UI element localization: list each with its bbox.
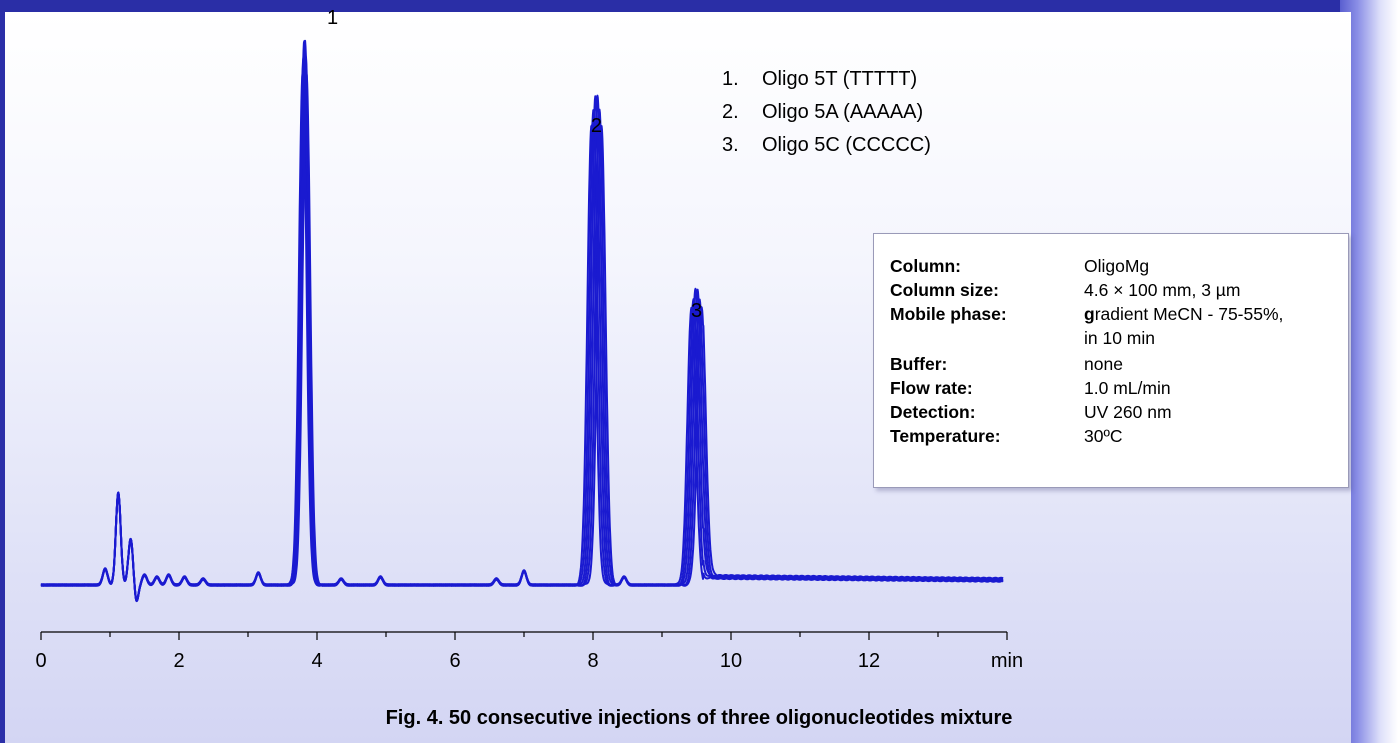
x-tick-label: 10 [720,650,742,672]
x-axis-label: min [991,650,1023,672]
condition-value: OligoMg [1084,256,1150,276]
condition-value: 1.0 mL/min [1084,378,1171,398]
condition-key: Flow rate: [890,378,973,398]
peak-label: 3 [691,300,702,322]
x-tick-label: 2 [173,650,184,672]
x-tick-label: 8 [587,650,598,672]
chromatogram-traces [40,39,1004,603]
x-tick-label: 4 [311,650,322,672]
legend-item-2: 2. Oligo 5A (AAAAA) [722,101,923,124]
figure-caption: Fig. 4. 50 consecutive injections of thr… [385,707,1013,729]
condition-value: 4.6 × 100 mm, 3 µm [1084,280,1241,300]
condition-key: Mobile phase: [890,304,1007,324]
condition-value: in 10 min [1084,328,1156,348]
peak-label: 1 [327,7,338,29]
x-tick-label: 6 [449,650,460,672]
condition-value-bold: g [1084,304,1095,324]
condition-value: UV 260 nm [1084,402,1172,422]
chromatogram-trace [40,72,1004,602]
condition-value: gradient MeCN - 75-55%, [1084,304,1283,325]
conditions-box: Column: OligoMg Column size: 4.6 × 100 m… [873,233,1349,488]
condition-key: Column: [890,256,961,276]
condition-key: Detection: [890,402,976,422]
legend-text: Oligo 5T (TTTTT) [762,68,918,90]
legend-item-3: 3. Oligo 5C (CCCCC) [722,134,931,157]
legend-text: Oligo 5A (AAAAA) [762,101,924,123]
chromatogram-trace [40,40,1004,602]
legend-number: 2. [722,101,739,123]
condition-key: Temperature: [890,426,1001,446]
x-tick-label: 12 [858,650,880,672]
legend-text: Oligo 5C (CCCCC) [762,134,931,156]
x-tick-label: 0 [35,650,46,672]
legend-number: 3. [722,134,739,156]
condition-key: Buffer: [890,354,948,374]
top-border-bar [0,0,1398,12]
peak-labels: 1 2 3 [327,7,702,322]
chromatogram-trace [40,39,1004,602]
condition-key: Column size: [890,280,999,300]
condition-value: 30ºC [1084,426,1123,446]
x-axis-ticks: 0 2 4 6 8 10 12 min [35,632,1023,672]
condition-value: none [1084,354,1123,374]
peak-label: 2 [591,115,602,137]
legend-item-1: 1. Oligo 5T (TTTTT) [722,68,917,91]
condition-value-rest: radient MeCN - 75-55%, [1094,304,1284,324]
legend-number: 1. [722,68,739,90]
